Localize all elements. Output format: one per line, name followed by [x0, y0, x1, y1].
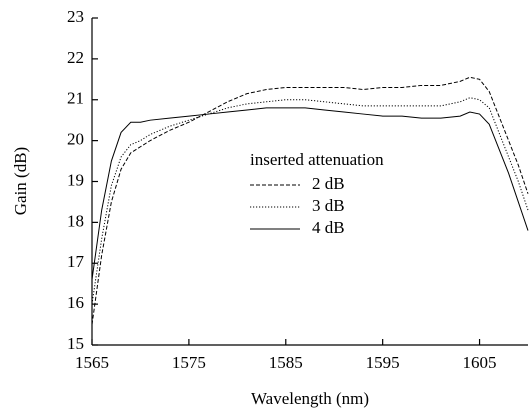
y-tick-label: 20: [67, 130, 84, 149]
x-tick-label: 1585: [269, 353, 303, 372]
y-tick-label: 16: [67, 293, 84, 312]
y-tick-label: 21: [67, 89, 84, 108]
legend-label: 2 dB: [312, 174, 345, 193]
y-tick-label: 22: [67, 48, 84, 67]
legend-title: inserted attenuation: [250, 150, 384, 169]
line-series: [91, 97, 529, 305]
x-tick-label: 1565: [75, 353, 109, 372]
x-axis-label: Wavelength (nm): [251, 389, 369, 408]
y-tick-label: 23: [67, 7, 84, 26]
y-tick-label: 15: [67, 334, 84, 353]
line-series: [91, 107, 529, 280]
x-tick-label: 1595: [366, 353, 400, 372]
legend-label: 4 dB: [312, 218, 345, 237]
y-axis-label: Gain (dB): [11, 147, 30, 215]
y-tick-label: 19: [67, 170, 84, 189]
x-tick-label: 1605: [463, 353, 497, 372]
y-tick-label: 18: [67, 211, 84, 230]
y-tick-label: 17: [67, 252, 85, 271]
legend-label: 3 dB: [312, 196, 345, 215]
x-tick-label: 1575: [172, 353, 206, 372]
line-series: [91, 76, 529, 325]
